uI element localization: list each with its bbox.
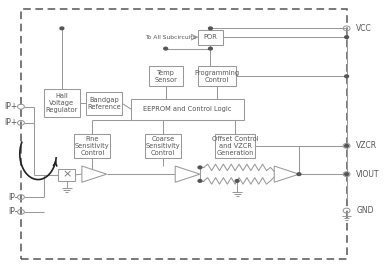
Bar (149, 66, 183, 86)
Text: Offset Control
and VZCR
Generation: Offset Control and VZCR Generation (212, 136, 258, 156)
Text: ×: × (62, 170, 72, 180)
Text: Fine
Sensitivity
Control: Fine Sensitivity Control (75, 136, 110, 156)
Text: Bandgap
Reference: Bandgap Reference (87, 97, 121, 110)
Bar (145, 134, 181, 158)
Circle shape (198, 166, 202, 169)
Text: VIOUT: VIOUT (356, 170, 380, 179)
Text: To All Subcircuits: To All Subcircuits (145, 35, 196, 40)
Circle shape (209, 27, 213, 30)
Circle shape (60, 27, 64, 30)
Text: Coarse
Sensitivity
Control: Coarse Sensitivity Control (146, 136, 180, 156)
Circle shape (297, 173, 301, 176)
Bar (215, 134, 255, 158)
Bar (131, 99, 244, 120)
Bar (198, 30, 223, 45)
Text: VZCR: VZCR (356, 141, 377, 150)
Circle shape (235, 180, 239, 182)
Text: POR: POR (204, 34, 218, 40)
Bar (44, 89, 80, 117)
Circle shape (164, 47, 167, 50)
Polygon shape (175, 166, 200, 182)
Circle shape (209, 47, 213, 50)
Text: Hall
Voltage
Regulator: Hall Voltage Regulator (46, 93, 78, 113)
Circle shape (198, 180, 202, 182)
Text: IP-: IP- (8, 193, 18, 202)
Text: GND: GND (356, 206, 373, 215)
Circle shape (345, 75, 348, 78)
Text: IP+: IP+ (5, 102, 18, 111)
Bar (198, 66, 236, 86)
Circle shape (345, 36, 348, 39)
Circle shape (345, 144, 348, 147)
Circle shape (345, 173, 348, 176)
Text: Programming
Control: Programming Control (194, 70, 240, 83)
Bar (86, 92, 122, 115)
Text: IP-: IP- (8, 207, 18, 217)
Text: Temp
Sensor: Temp Sensor (154, 70, 177, 83)
Bar (58, 169, 75, 181)
Polygon shape (82, 166, 107, 182)
Bar (21, 9, 346, 259)
Text: VCC: VCC (356, 24, 372, 33)
Bar (74, 134, 110, 158)
Polygon shape (274, 166, 299, 182)
Text: IP+: IP+ (5, 118, 18, 127)
Text: EEPROM and Control Logic: EEPROM and Control Logic (143, 106, 232, 112)
